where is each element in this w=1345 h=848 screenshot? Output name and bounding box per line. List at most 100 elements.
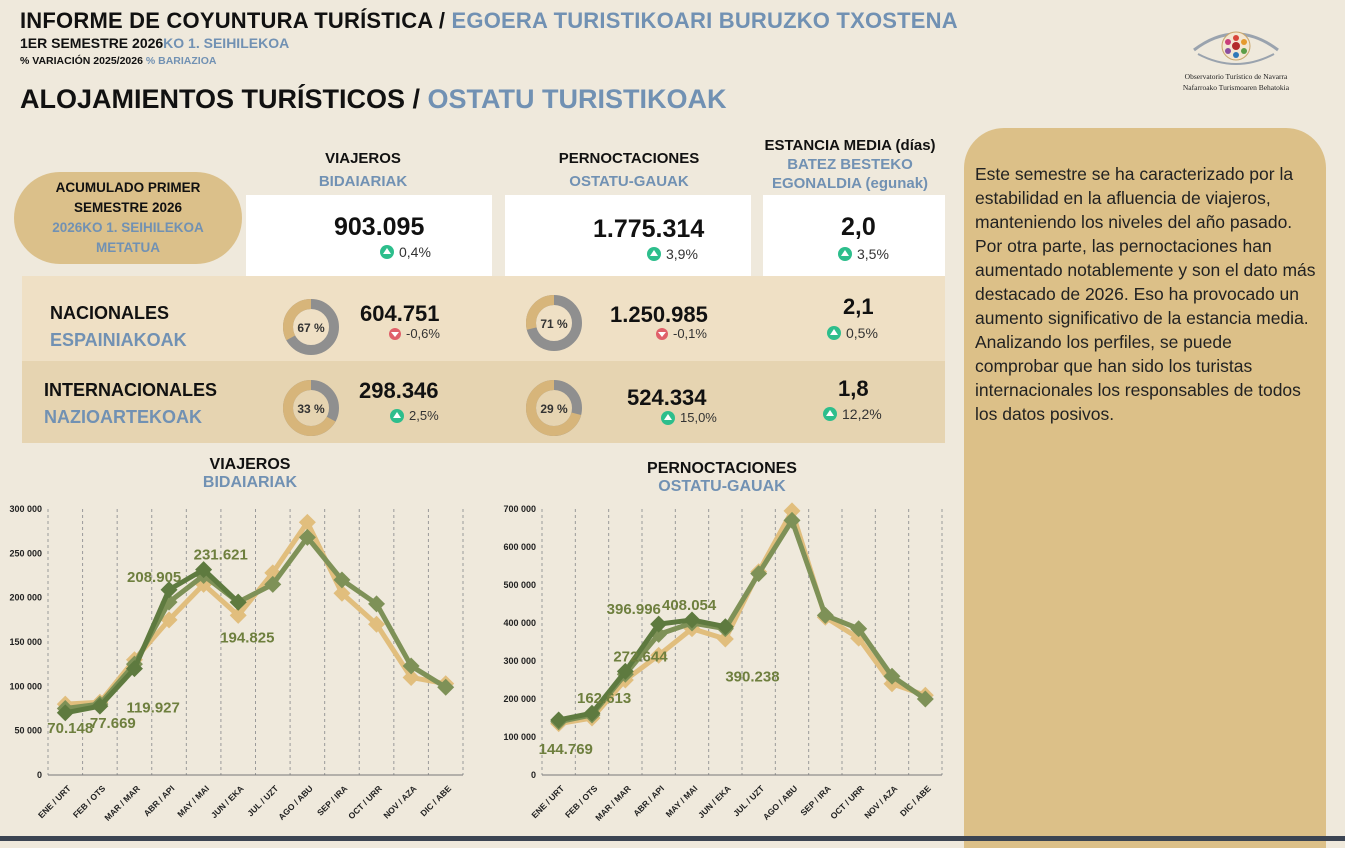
x-tick-label: ABR / API (631, 783, 666, 818)
x-tick-label: MAR / MAR (593, 783, 632, 822)
data-label: 194.825 (220, 629, 274, 646)
viajeros-line-chart: 0 50 000 100 000 150 000 200 000 250 000 300 0… (9, 504, 464, 823)
data-label: 162.613 (577, 690, 631, 707)
y-tick-label: 300 000 (503, 656, 536, 666)
logo-line2: Nafarroako Turismoaren Behatokia (1183, 83, 1290, 92)
nacionales-label: NACIONALES ESPAINIAKOAK (50, 303, 187, 350)
report-title-es: INFORME DE COYUNTURA TURÍSTICA (20, 8, 433, 33)
report-period: 1ER SEMESTRE 2026KO 1. SEIHILEKOA (20, 35, 290, 51)
nacionales-estancia-change: 0,5% (827, 325, 878, 341)
up-arrow-icon (823, 407, 837, 421)
nacionales-row (22, 276, 945, 361)
nacionales-pernoctaciones-change: -0,1% (656, 326, 707, 341)
up-arrow-icon (390, 408, 404, 423)
internacionales-viajeros-share-donut: 33 % (283, 380, 339, 436)
data-label: 231.621 (194, 547, 248, 564)
internacionales-viajeros-value: 298.346 (359, 378, 439, 403)
x-tick-label: AGO / ABU (276, 783, 315, 822)
up-arrow-icon (647, 247, 661, 261)
data-label: 77.669 (90, 715, 136, 732)
x-tick-label: OCT / URR (346, 783, 384, 821)
svg-text:71 %: 71 % (540, 317, 568, 331)
x-tick-label: ENE / URT (529, 783, 566, 820)
svg-text:29 %: 29 % (540, 402, 568, 416)
pernoctaciones-line-chart: 0 100 000 200 000 300 000 400 000 500 000 600 … (503, 502, 943, 823)
data-label: 119.927 (126, 700, 179, 717)
viajeros-total-change: 0,4% (380, 244, 431, 260)
y-tick-label: 150 000 (9, 637, 42, 647)
x-tick-label: ENE / URT (36, 783, 73, 820)
internacionales-viajeros-change: 2,5% (390, 408, 439, 423)
data-point (683, 611, 701, 629)
summary-text: Este semestre se ha caracterizado por la… (975, 162, 1320, 426)
x-tick-label: MAY / MAI (664, 783, 700, 819)
data-label: 396.996 (607, 601, 661, 618)
x-tick-label: JUL / UZT (245, 783, 281, 819)
svg-text:33 %: 33 % (297, 402, 325, 416)
nacionales-viajeros-value: 604.751 (360, 301, 440, 326)
y-tick-label: 0 (37, 770, 42, 780)
internacionales-estancia-change: 12,2% (823, 406, 882, 422)
data-label: 272.644 (613, 648, 668, 665)
internacionales-pernoctaciones-share-donut: 29 % (526, 380, 582, 436)
up-arrow-icon (838, 247, 852, 261)
down-arrow-icon (656, 327, 668, 340)
data-point (783, 511, 801, 529)
estancia-column-header: ESTANCIA MEDIA (días) BATEZ BESTEKO EGON… (764, 137, 936, 192)
data-point (91, 697, 109, 715)
up-arrow-icon (661, 410, 675, 425)
y-tick-label: 400 000 (503, 618, 536, 628)
x-tick-label: SEP / IRA (315, 783, 349, 817)
estancia-total-value: 2,0 (841, 213, 876, 241)
x-tick-label: NOV / AZA (862, 783, 899, 820)
y-tick-label: 250 000 (9, 548, 42, 558)
data-point (437, 678, 455, 696)
y-tick-label: 0 (531, 770, 536, 780)
y-tick-label: 200 000 (9, 593, 42, 603)
data-point (916, 690, 934, 708)
logo-line1: Observatorio Turístico de Navarra (1185, 72, 1288, 81)
pernoctaciones-chart-title: PERNOCTACIONES OSTATU-GAUAK (647, 460, 797, 495)
x-tick-label: FEB / OTS (71, 783, 108, 820)
pernoctaciones-total-change: 3,9% (647, 246, 698, 262)
nacionales-estancia-value: 2,1 (843, 294, 874, 319)
data-point (783, 502, 801, 520)
report-variation: % VARIACIÓN 2025/2026 % BARIAZIOA (20, 55, 217, 67)
observatorio-logo: Observatorio Turístico de Navarra Nafarr… (1183, 31, 1290, 92)
x-tick-label: DIC / ABE (898, 783, 933, 818)
x-tick-label: AGO / ABU (761, 783, 800, 822)
summary-panel (964, 128, 1326, 848)
pernoctaciones-column-header: PERNOCTACIONES OSTATU-GAUAK (558, 150, 700, 190)
data-point (883, 667, 901, 685)
viajeros-total-card: 903.095 0,4% (246, 195, 492, 276)
x-tick-label: JUN / EKA (696, 783, 733, 820)
data-point (583, 704, 601, 722)
internacionales-label: INTERNACIONALES NAZIOARTEKOAK (44, 380, 218, 427)
x-tick-label: DIC / ABE (418, 783, 453, 818)
up-arrow-icon (380, 245, 394, 259)
internacionales-estancia-value: 1,8 (838, 376, 869, 401)
data-label: 408.054 (662, 597, 717, 614)
x-tick-label: MAR / MAR (102, 783, 141, 822)
section-title: ALOJAMIENTOS TURÍSTICOS / OSTATU TURISTI… (20, 84, 727, 114)
y-tick-label: 200 000 (503, 694, 536, 704)
x-tick-label: NOV / AZA (381, 783, 418, 820)
nacionales-viajeros-share-donut: 67 % (283, 299, 339, 355)
internacionales-row (22, 361, 945, 443)
internacionales-pernoctaciones-change: 15,0% (661, 410, 717, 425)
data-point (402, 657, 420, 675)
svg-text:67 %: 67 % (297, 321, 325, 335)
nacionales-pernoctaciones-value: 1.250.985 (610, 302, 708, 327)
y-tick-label: 700 000 (503, 504, 536, 514)
nacionales-pernoctaciones-share-donut: 71 % (526, 295, 582, 351)
viajeros-chart-title: VIAJEROS BIDAIARIAK (202, 456, 298, 491)
summary-paragraph-1: Este semestre se ha caracterizado por la… (975, 164, 1316, 328)
y-tick-label: 100 000 (503, 732, 536, 742)
x-tick-label: MAY / MAI (175, 783, 211, 819)
nacionales-viajeros-change: -0,6% (389, 326, 440, 341)
pernoctaciones-total-card: 1.775.314 3,9% (505, 195, 751, 276)
data-label: 70.148 (47, 720, 93, 737)
internacionales-pernoctaciones-value: 524.334 (627, 385, 707, 410)
y-tick-label: 100 000 (9, 681, 42, 691)
down-arrow-icon (389, 327, 401, 340)
